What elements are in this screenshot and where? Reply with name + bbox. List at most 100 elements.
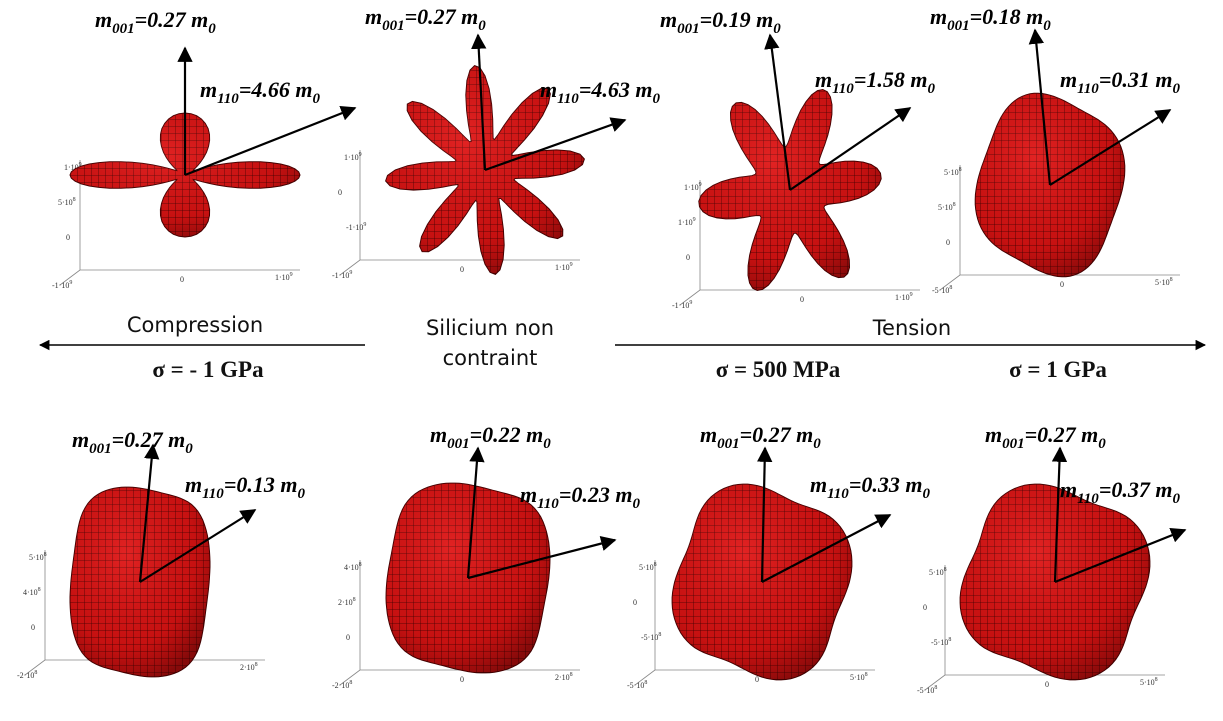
section-labels: Compression Silicium non contraint Tensi… xyxy=(38,313,1207,382)
tick-label: -1·109 xyxy=(332,270,352,280)
text-part: 001 xyxy=(677,21,700,37)
text-part: m xyxy=(810,472,827,497)
axis-frame xyxy=(339,150,580,276)
axis-001-arrow xyxy=(466,446,485,579)
text-part: 8 xyxy=(353,597,356,603)
text-part: 0 xyxy=(478,18,486,34)
text-part: -5·10 xyxy=(641,633,658,642)
tick-label: 0 xyxy=(1045,680,1049,689)
stress-label: σ = 500 MPa xyxy=(716,357,841,382)
text-part: 0 xyxy=(922,486,930,502)
text-part: =0.27 xyxy=(135,7,192,32)
text-part: m xyxy=(700,422,717,447)
text-part: 8 xyxy=(44,552,47,558)
axis-110-arrow xyxy=(184,105,357,177)
text-part: 110 xyxy=(832,81,854,97)
text-part: 8 xyxy=(359,562,362,568)
text-part: m xyxy=(430,422,447,447)
tick-label: 1·109 xyxy=(684,182,702,192)
text-part: 5·10 xyxy=(944,168,959,177)
tick-label: 2·108 xyxy=(338,597,356,607)
tick-label: 0 xyxy=(946,238,950,247)
text-part: m xyxy=(1081,422,1098,447)
text-part: 8 xyxy=(73,197,76,203)
text-part: 8 xyxy=(570,672,573,678)
text-part: 001 xyxy=(112,21,135,37)
text-part: 0 xyxy=(632,496,640,512)
text-part: 5·10 xyxy=(29,553,44,562)
text-part: 1·10 xyxy=(344,153,359,162)
text-part: 110 xyxy=(1077,81,1099,97)
text-part: 5·10 xyxy=(58,198,73,207)
text-part: =0.19 xyxy=(700,7,757,32)
text-part: -2·10 xyxy=(332,681,349,690)
text-part: 0 xyxy=(773,21,781,37)
text-part: 8 xyxy=(948,637,951,643)
text-part: m xyxy=(185,472,202,497)
text-part: =0.27 xyxy=(740,422,797,447)
text-part: 110 xyxy=(827,486,849,502)
text-part: m xyxy=(796,422,813,447)
text-part: 0 xyxy=(543,436,551,452)
text-part: 0 xyxy=(652,91,660,107)
mass-label: m110=0.37 m0 xyxy=(1060,477,1180,507)
axis-110-arrow xyxy=(1049,109,1172,186)
tick-label: 0 xyxy=(31,623,35,632)
text-part: 8 xyxy=(644,680,647,686)
text-part: 1·10 xyxy=(678,218,693,227)
text-part: m xyxy=(910,67,927,92)
text-part: 8 xyxy=(255,662,258,668)
text-part: 2·10 xyxy=(555,673,570,682)
text-part: m xyxy=(815,67,832,92)
text-part: m xyxy=(365,4,382,29)
text-part: m xyxy=(526,422,543,447)
unstrained-label: Silicium non xyxy=(426,316,554,340)
axis-110-arrow xyxy=(139,509,257,583)
tick-label: 5·108 xyxy=(1155,277,1173,287)
text-part: m xyxy=(660,7,677,32)
tick-label: -2·108 xyxy=(17,670,37,680)
text-part: 2·10 xyxy=(240,663,255,672)
tick-label: 5·108 xyxy=(639,562,657,572)
text-part: 5·10 xyxy=(1155,278,1170,287)
tick-label: -5·108 xyxy=(917,685,937,695)
tick-label: -2·108 xyxy=(332,680,352,690)
text-part: =1.58 xyxy=(854,67,911,92)
unstrained-label: contraint xyxy=(443,346,538,370)
tick-label: 5·108 xyxy=(1140,677,1158,687)
tick-label: 2·108 xyxy=(555,672,573,682)
text-part: m xyxy=(540,77,557,102)
axis-110-arrow xyxy=(789,107,912,191)
mass-label: m001=0.27 m0 xyxy=(72,427,193,457)
text-part: 0 xyxy=(1172,81,1180,97)
text-part: =0.27 xyxy=(112,427,169,452)
text-part: =0.23 xyxy=(559,482,616,507)
mass-label: m110=0.31 m0 xyxy=(1060,67,1180,97)
text-part: -1·10 xyxy=(332,271,349,280)
text-part: 8 xyxy=(38,587,41,593)
tick-label: 0 xyxy=(800,295,804,304)
text-part: =0.13 xyxy=(224,472,281,497)
text-part: m xyxy=(1155,67,1172,92)
text-part: m xyxy=(905,472,922,497)
tick-label: 1·109 xyxy=(275,272,293,282)
tick-label: 0 xyxy=(460,265,464,274)
tick-label: 0 xyxy=(755,675,759,684)
text-part: 9 xyxy=(359,152,362,158)
text-part: 110 xyxy=(537,496,559,512)
text-part: 8 xyxy=(949,285,952,291)
text-part: -5·10 xyxy=(917,686,934,695)
text-part: =4.63 xyxy=(579,77,636,102)
tick-label: 1·109 xyxy=(678,217,696,227)
text-part: m xyxy=(1060,67,1077,92)
text-part: 001 xyxy=(447,436,470,452)
text-part: =0.27 xyxy=(1025,422,1082,447)
axis-001-arrow xyxy=(471,33,487,171)
compression-label: Compression xyxy=(127,313,263,337)
text-part: 0 xyxy=(208,21,216,37)
tick-label: 0 xyxy=(180,275,184,284)
